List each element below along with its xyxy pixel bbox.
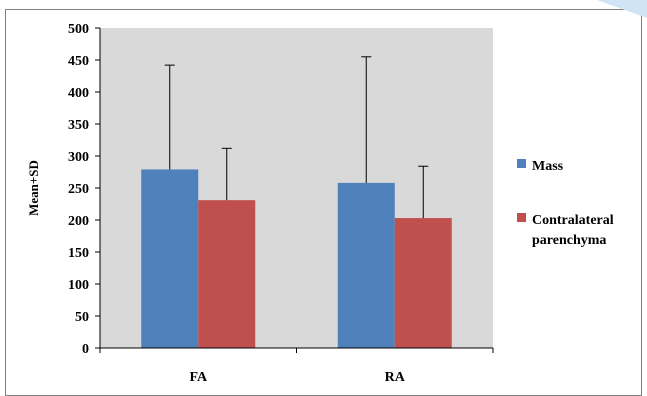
- legend: Mass Contralateral parenchyma: [517, 159, 614, 248]
- legend-swatch-mass: [517, 159, 526, 168]
- bars-layer: [141, 169, 452, 348]
- y-tick-label: 0: [82, 342, 89, 357]
- y-tick-label: 50: [75, 310, 89, 325]
- y-tick-label: 200: [68, 214, 89, 229]
- x-tick-label: RA: [385, 370, 406, 385]
- axes-layer: [95, 27, 494, 353]
- y-tick-label: 450: [68, 54, 89, 69]
- bar-ra-contralateral: [394, 218, 452, 348]
- legend-label: Contralateral: [532, 213, 614, 228]
- bar-ra-mass: [337, 182, 395, 348]
- corner-decoration: [597, 0, 647, 18]
- y-tick-label: 400: [68, 86, 89, 101]
- legend-swatch-contralateral: [517, 213, 526, 222]
- y-tick-label: 500: [68, 22, 89, 37]
- legend-label: parenchyma: [532, 233, 606, 248]
- y-axis-label: Mean+SD: [26, 160, 41, 216]
- y-tick-label: 100: [68, 278, 89, 293]
- y-tick-label: 350: [68, 118, 89, 133]
- y-tick-label: 150: [68, 246, 89, 261]
- legend-label: Mass: [532, 159, 564, 174]
- y-tick-labels: 0 50 100 150 200 250 300 350 400 450 500: [68, 22, 89, 357]
- x-tick-label: FA: [189, 370, 208, 385]
- error-bars-layer: [164, 56, 429, 219]
- bar-fa-mass: [141, 169, 199, 348]
- bar-fa-contralateral: [198, 200, 256, 348]
- y-tick-label: 250: [68, 182, 89, 197]
- x-tick-labels: FA RA: [189, 370, 405, 385]
- y-tick-label: 300: [68, 150, 89, 165]
